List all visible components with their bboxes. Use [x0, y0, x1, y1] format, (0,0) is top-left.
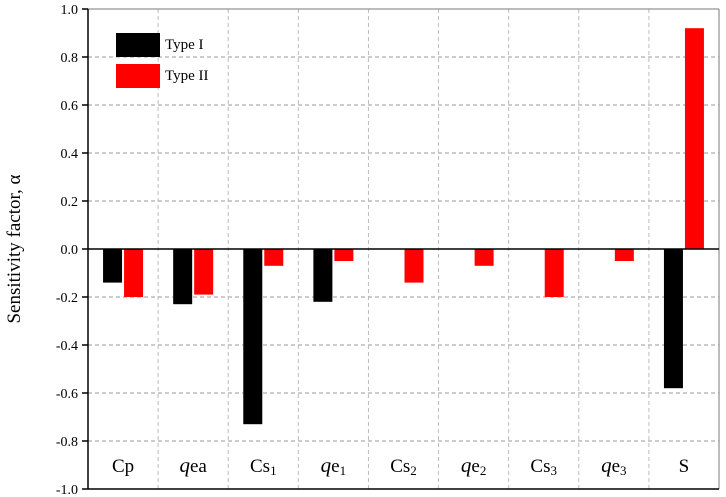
- bar-type-2-cat-3: [264, 249, 284, 266]
- x-category-label: qea: [179, 453, 207, 477]
- legend: Type I Type II: [116, 33, 209, 88]
- x-category-label: qe3: [601, 453, 626, 478]
- cat-prefix: Cs: [250, 456, 270, 477]
- legend-label: Type II: [165, 68, 209, 84]
- bar-type-2-cat-9: [684, 28, 704, 250]
- x-category-label: Cp: [112, 456, 134, 477]
- cat-italic: q: [321, 453, 332, 477]
- legend-swatch: [116, 33, 160, 57]
- y-tick-label: 0.0: [61, 243, 79, 258]
- cat-subscript: 2: [410, 463, 417, 478]
- cat-subscript: 3: [620, 463, 627, 478]
- bar-type-2-cat-7: [544, 249, 564, 297]
- bar-type-1-cat-4: [313, 249, 333, 302]
- category-labels: Cp qea Cs1 qe1 Cs2 qe2 Cs3 qe3 S: [112, 453, 689, 478]
- y-axis-label: Sensitivity factor, α: [4, 174, 25, 323]
- cat-main: e: [331, 456, 339, 477]
- x-category-label: qe2: [461, 453, 486, 478]
- x-category-label: Cs3: [530, 456, 557, 478]
- y-tick-label: -0.6: [56, 387, 78, 402]
- y-tick-label: 0.4: [61, 147, 79, 162]
- y-axis: 1.0 0.8 0.6 0.4 0.2 0.0 -0.2 -0.4 -0.6 -0.8 -1.0: [56, 3, 719, 497]
- bar-type-2-cat-6: [474, 249, 494, 266]
- x-category-label: Cs1: [250, 456, 277, 478]
- cat-subscript: 1: [340, 463, 347, 478]
- x-category-label: S: [679, 456, 690, 477]
- cat-prefix: S: [679, 456, 690, 477]
- y-tick-label: 0.6: [61, 99, 79, 114]
- bar-type-1-cat-2: [173, 249, 193, 305]
- cat-italic: q: [179, 453, 190, 477]
- y-tick-label: -0.2: [56, 291, 78, 306]
- legend-label: Type I: [165, 37, 204, 53]
- bar-type-1-cat-3: [243, 249, 263, 425]
- cat-prefix: Cs: [530, 456, 550, 477]
- y-tick-label: -0.4: [56, 339, 78, 354]
- cat-italic: q: [601, 453, 612, 477]
- cat-prefix: Cs: [390, 456, 410, 477]
- legend-swatch: [116, 64, 160, 88]
- cat-subscript: 2: [480, 463, 487, 478]
- cat-prefix: Cp: [112, 456, 134, 477]
- y-tick-label: -1.0: [56, 483, 78, 497]
- bar-type-2-cat-4: [334, 249, 354, 261]
- cat-main: e: [471, 456, 479, 477]
- y-tick-label: 0.2: [61, 195, 79, 210]
- x-category-label: Cs2: [390, 456, 417, 478]
- bar-type-2-cat-2: [194, 249, 214, 295]
- y-tick-label: 0.8: [61, 51, 79, 66]
- bar-type-2-cat-8: [614, 249, 634, 261]
- bar-type-2-cat-5: [404, 249, 424, 283]
- cat-main: ea: [190, 456, 207, 477]
- y-tick-label: -0.8: [56, 435, 78, 450]
- cat-subscript: 1: [270, 463, 277, 478]
- bar-type-2-cat-1: [124, 249, 144, 297]
- bar-type-1-cat-9: [663, 249, 683, 389]
- x-category-label: qe1: [321, 453, 346, 478]
- cat-subscript: 3: [551, 463, 558, 478]
- bar-type-1-cat-1: [103, 249, 123, 283]
- bars: [103, 28, 704, 425]
- cat-main: e: [612, 456, 620, 477]
- cat-italic: q: [461, 453, 472, 477]
- y-tick-label: 1.0: [61, 3, 79, 18]
